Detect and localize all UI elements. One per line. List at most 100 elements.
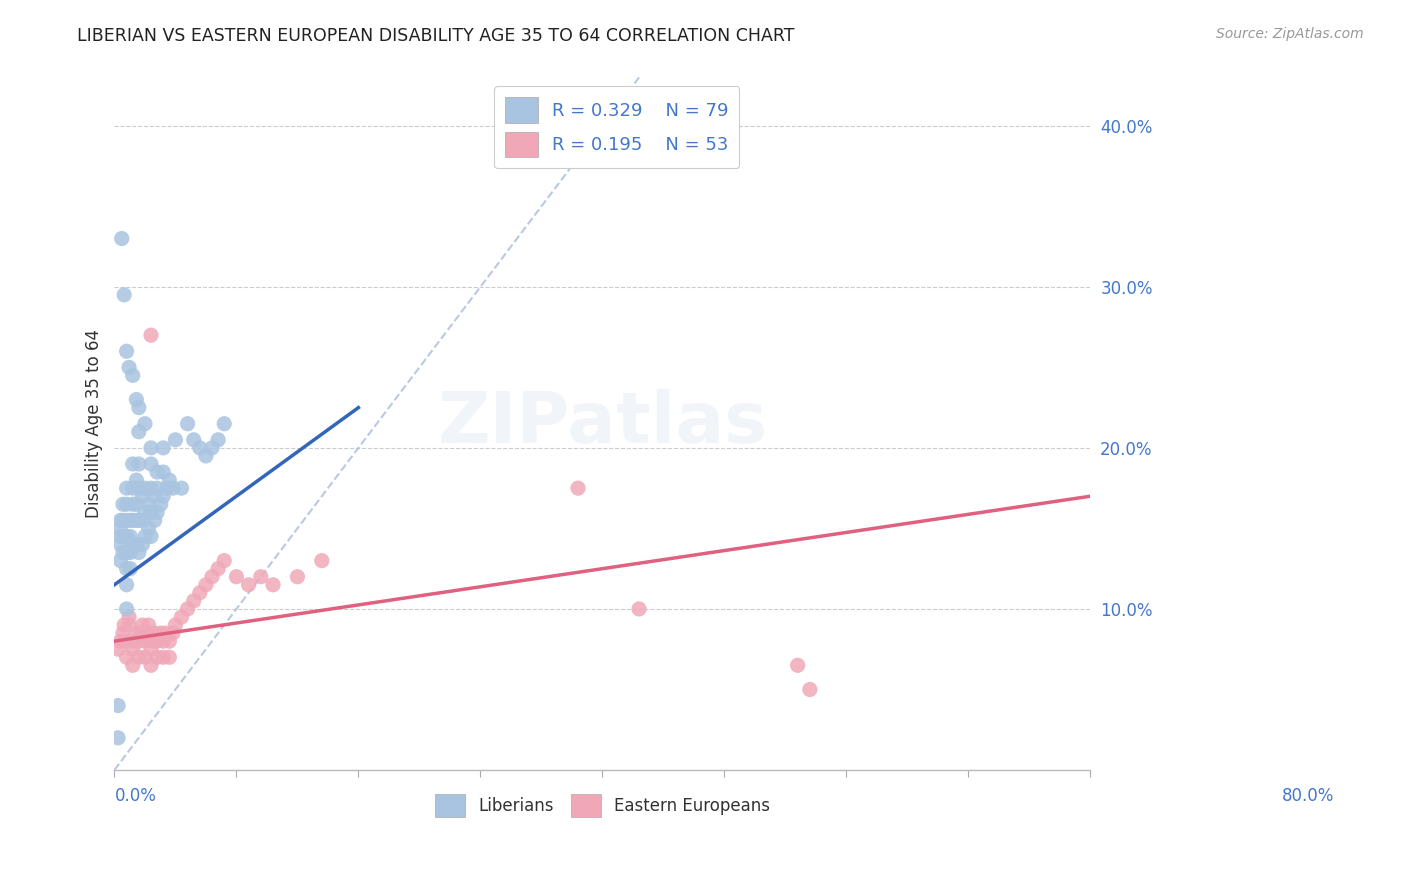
Point	[139, 457, 162, 471]
Point	[134, 417, 156, 431]
Point	[134, 634, 156, 648]
Point	[125, 473, 148, 487]
Point	[188, 586, 211, 600]
Point	[146, 650, 169, 665]
Point	[194, 449, 217, 463]
Point	[207, 433, 229, 447]
Point	[139, 441, 162, 455]
Point	[139, 529, 162, 543]
Point	[170, 610, 193, 624]
Legend: Liberians, Eastern Europeans: Liberians, Eastern Europeans	[429, 787, 776, 824]
Point	[110, 553, 132, 567]
Point	[201, 441, 224, 455]
Point	[170, 481, 193, 495]
Point	[112, 618, 135, 632]
Point	[139, 642, 162, 657]
Point	[238, 578, 260, 592]
Point	[128, 634, 150, 648]
Point	[188, 441, 211, 455]
Point	[125, 497, 148, 511]
Point	[157, 634, 180, 648]
Point	[111, 626, 134, 640]
Point	[134, 529, 156, 543]
Point	[176, 602, 198, 616]
Point	[120, 562, 142, 576]
Point	[121, 497, 143, 511]
Point	[120, 513, 142, 527]
Point	[115, 545, 138, 559]
Point	[138, 497, 160, 511]
Point	[131, 513, 153, 527]
Point	[107, 698, 129, 713]
Point	[250, 570, 273, 584]
Point	[128, 425, 150, 439]
Point	[118, 360, 141, 375]
Point	[162, 481, 184, 495]
Point	[115, 634, 138, 648]
Point	[139, 505, 162, 519]
Point	[183, 594, 205, 608]
Point	[149, 497, 172, 511]
Point	[138, 618, 160, 632]
Point	[212, 417, 235, 431]
Point	[134, 505, 156, 519]
Point	[287, 570, 309, 584]
Point	[139, 328, 162, 343]
Point	[110, 513, 132, 527]
Point	[111, 231, 134, 245]
Point	[121, 642, 143, 657]
Point	[110, 634, 132, 648]
Point	[121, 481, 143, 495]
Point	[115, 650, 138, 665]
Point	[165, 433, 187, 447]
Point	[131, 537, 153, 551]
Point	[125, 513, 148, 527]
Point	[115, 481, 138, 495]
Point	[139, 658, 162, 673]
Point	[128, 401, 150, 415]
Point	[628, 602, 651, 616]
Point	[157, 473, 180, 487]
Point	[124, 634, 146, 648]
Point	[152, 465, 174, 479]
Point	[110, 537, 132, 551]
Text: ZIPatlas: ZIPatlas	[437, 389, 768, 458]
Point	[128, 481, 150, 495]
Point	[110, 521, 132, 535]
Point	[143, 513, 166, 527]
Point	[225, 570, 247, 584]
Point	[165, 618, 187, 632]
Point	[212, 553, 235, 567]
Point	[129, 626, 152, 640]
Point	[115, 562, 138, 576]
Point	[156, 481, 179, 495]
Point	[183, 433, 205, 447]
Point	[118, 618, 141, 632]
Point	[120, 545, 142, 559]
Point	[194, 578, 217, 592]
Point	[115, 513, 138, 527]
Point	[262, 578, 284, 592]
Point	[207, 562, 229, 576]
Point	[155, 626, 177, 640]
Text: 0.0%: 0.0%	[114, 788, 156, 805]
Point	[139, 481, 162, 495]
Point	[138, 521, 160, 535]
Point	[125, 626, 148, 640]
Point	[111, 545, 134, 559]
Point	[111, 529, 134, 543]
Point	[120, 529, 142, 543]
Point	[121, 658, 143, 673]
Point	[128, 513, 150, 527]
Point	[115, 529, 138, 543]
Point	[107, 731, 129, 745]
Text: Source: ZipAtlas.com: Source: ZipAtlas.com	[1216, 27, 1364, 41]
Point	[176, 417, 198, 431]
Point	[115, 497, 138, 511]
Point	[149, 626, 172, 640]
Point	[128, 650, 150, 665]
Point	[146, 465, 169, 479]
Point	[107, 642, 129, 657]
Text: LIBERIAN VS EASTERN EUROPEAN DISABILITY AGE 35 TO 64 CORRELATION CHART: LIBERIAN VS EASTERN EUROPEAN DISABILITY …	[77, 27, 794, 45]
Point	[311, 553, 333, 567]
